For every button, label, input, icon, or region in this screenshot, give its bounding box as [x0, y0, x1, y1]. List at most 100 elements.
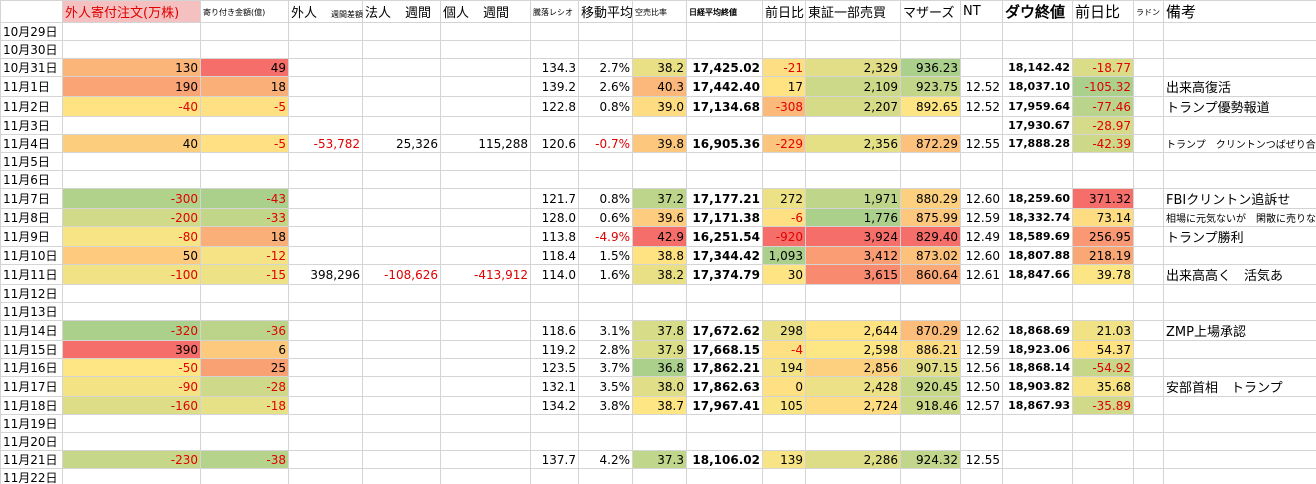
value-cell: 2,286	[805, 450, 901, 469]
value-cell	[362, 284, 441, 303]
value-cell	[762, 432, 806, 451]
value-cell	[288, 76, 363, 97]
value-cell: 892.65	[900, 96, 961, 117]
value-cell	[632, 170, 687, 189]
value-cell	[805, 284, 901, 303]
value-cell	[288, 22, 363, 41]
value-cell: -160	[62, 396, 201, 415]
value-cell: 12.55	[960, 134, 1003, 153]
value-cell: 12.60	[960, 246, 1003, 265]
value-cell	[1002, 170, 1073, 189]
value-cell: 2,109	[805, 76, 901, 97]
value-cell: 12.59	[960, 208, 1003, 227]
date-cell: 11月15日	[0, 340, 63, 359]
date-cell: 11月10日	[0, 246, 63, 265]
remark-cell: 相場に元気ないが 閑散に売りな	[1163, 208, 1316, 227]
value-cell: 12.52	[960, 96, 1003, 117]
value-cell	[1133, 414, 1164, 433]
value-cell	[1072, 468, 1134, 484]
value-cell	[440, 376, 531, 397]
remark-cell	[1163, 302, 1316, 321]
value-cell	[686, 152, 763, 171]
date-cell: 11月4日	[0, 134, 63, 153]
value-cell: -50	[62, 358, 201, 377]
value-cell	[288, 40, 363, 59]
data-row: 10月29日	[0, 22, 1316, 41]
value-cell	[530, 302, 579, 321]
value-cell: 886.21	[900, 340, 961, 359]
data-row: 11月6日	[0, 170, 1316, 189]
value-cell	[288, 58, 363, 77]
value-cell	[362, 152, 441, 171]
value-cell	[578, 170, 633, 189]
data-row: 11月7日 -300 -43 121.7 0.8% 37.2 17,177.21 272 1,9…	[0, 188, 1316, 209]
value-cell: 73.14	[1072, 208, 1134, 227]
value-cell	[362, 226, 441, 247]
value-cell: 38.2	[632, 58, 687, 77]
value-cell	[1072, 284, 1134, 303]
data-row: 11月18日 -160 -18 134.2 3.8% 38.7 17,967.41 105 2,…	[0, 396, 1316, 415]
value-cell	[200, 170, 289, 189]
value-cell: 371.32	[1072, 188, 1134, 209]
value-cell	[530, 152, 579, 171]
value-cell	[805, 170, 901, 189]
value-cell	[362, 468, 441, 484]
value-cell	[1133, 170, 1164, 189]
value-cell: 38.2	[632, 264, 687, 285]
value-cell: -43	[200, 188, 289, 209]
value-cell	[686, 414, 763, 433]
value-cell: 17,888.28	[1002, 134, 1073, 153]
data-row: 11月20日	[0, 432, 1316, 451]
value-cell: 3.8%	[578, 396, 633, 415]
value-cell	[805, 414, 901, 433]
header-cell: 移動平均	[578, 0, 634, 23]
header-cell: NT	[960, 0, 1003, 23]
date-cell: 11月11日	[0, 264, 63, 285]
value-cell	[440, 116, 531, 135]
value-cell: 12.56	[960, 358, 1003, 377]
data-row: 11月4日 40 -5 -53,782 25,326 115,288 120.6 -0.7% 3…	[0, 134, 1316, 153]
value-cell	[1133, 188, 1164, 209]
value-cell	[62, 284, 201, 303]
value-cell: -4	[762, 340, 806, 359]
header-text: 移動平均	[581, 6, 634, 21]
value-cell: 122.8	[530, 96, 579, 117]
value-cell	[960, 284, 1003, 303]
value-cell	[1133, 208, 1164, 227]
value-cell: 0.8%	[578, 96, 633, 117]
remark-cell	[1163, 246, 1316, 265]
value-cell: 924.32	[900, 450, 961, 469]
value-cell	[1133, 450, 1164, 469]
value-cell	[632, 40, 687, 59]
value-cell: 1,093	[762, 246, 806, 265]
value-cell: 21.03	[1072, 320, 1134, 341]
value-cell: -53,782	[288, 134, 363, 153]
value-cell: 17,862.21	[686, 358, 763, 377]
value-cell	[1002, 22, 1073, 41]
value-cell	[762, 40, 806, 59]
value-cell	[900, 414, 961, 433]
value-cell: 16,905.36	[686, 134, 763, 153]
value-cell: 113.8	[530, 226, 579, 247]
date-cell: 11月14日	[0, 320, 63, 341]
value-cell	[440, 40, 531, 59]
value-cell: 30	[762, 264, 806, 285]
value-cell: 105	[762, 396, 806, 415]
value-cell	[440, 358, 531, 377]
value-cell	[62, 22, 201, 41]
value-cell	[62, 170, 201, 189]
value-cell	[200, 468, 289, 484]
value-cell	[578, 116, 633, 135]
value-cell	[1002, 468, 1073, 484]
value-cell	[362, 396, 441, 415]
value-cell: 3,615	[805, 264, 901, 285]
value-cell: 12.59	[960, 340, 1003, 359]
value-cell	[805, 302, 901, 321]
value-cell	[1002, 432, 1073, 451]
value-cell	[686, 22, 763, 41]
value-cell	[362, 116, 441, 135]
value-cell: 194	[762, 358, 806, 377]
value-cell	[762, 284, 806, 303]
value-cell	[900, 22, 961, 41]
value-cell	[1002, 414, 1073, 433]
